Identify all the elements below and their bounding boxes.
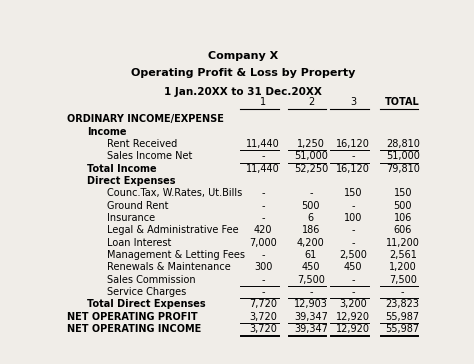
Text: 28,810: 28,810 xyxy=(386,139,419,149)
Text: 51,000: 51,000 xyxy=(294,151,328,161)
Text: 106: 106 xyxy=(393,213,412,223)
Text: 6: 6 xyxy=(308,213,314,223)
Text: -: - xyxy=(351,238,355,248)
Text: 2,561: 2,561 xyxy=(389,250,417,260)
Text: Insurance: Insurance xyxy=(107,213,155,223)
Text: Total Income: Total Income xyxy=(87,164,156,174)
Text: Sales Commission: Sales Commission xyxy=(107,275,196,285)
Text: 500: 500 xyxy=(301,201,320,211)
Text: 16,120: 16,120 xyxy=(336,164,370,174)
Text: Income: Income xyxy=(87,127,126,137)
Text: -: - xyxy=(351,287,355,297)
Text: 3,720: 3,720 xyxy=(249,312,277,322)
Text: -: - xyxy=(261,275,265,285)
Text: NET OPERATING PROFIT: NET OPERATING PROFIT xyxy=(66,312,197,322)
Text: 606: 606 xyxy=(393,225,412,236)
Text: Operating Profit & Loss by Property: Operating Profit & Loss by Property xyxy=(131,67,355,78)
Text: 3,720: 3,720 xyxy=(249,324,277,334)
Text: Renewals & Maintenance: Renewals & Maintenance xyxy=(107,262,231,272)
Text: 3: 3 xyxy=(350,97,356,107)
Text: Loan Interest: Loan Interest xyxy=(107,238,172,248)
Text: Service Charges: Service Charges xyxy=(107,287,186,297)
Text: 2: 2 xyxy=(308,97,314,107)
Text: -: - xyxy=(261,201,265,211)
Text: 51,000: 51,000 xyxy=(386,151,419,161)
Text: 1,250: 1,250 xyxy=(297,139,325,149)
Text: 11,200: 11,200 xyxy=(386,238,419,248)
Text: 11,440: 11,440 xyxy=(246,139,280,149)
Text: -: - xyxy=(261,287,265,297)
Text: 39,347: 39,347 xyxy=(294,324,328,334)
Text: ORDINARY INCOME/EXPENSE: ORDINARY INCOME/EXPENSE xyxy=(66,114,223,124)
Text: 12,920: 12,920 xyxy=(336,324,370,334)
Text: 4,200: 4,200 xyxy=(297,238,325,248)
Text: 150: 150 xyxy=(393,188,412,198)
Text: Company X: Company X xyxy=(208,51,278,61)
Text: 450: 450 xyxy=(344,262,363,272)
Text: -: - xyxy=(351,225,355,236)
Text: Management & Letting Fees: Management & Letting Fees xyxy=(107,250,245,260)
Text: 16,120: 16,120 xyxy=(336,139,370,149)
Text: Ground Rent: Ground Rent xyxy=(107,201,168,211)
Text: 23,823: 23,823 xyxy=(386,299,419,309)
Text: 3,200: 3,200 xyxy=(339,299,367,309)
Text: 39,347: 39,347 xyxy=(294,312,328,322)
Text: 150: 150 xyxy=(344,188,363,198)
Text: 79,810: 79,810 xyxy=(386,164,419,174)
Text: -: - xyxy=(351,151,355,161)
Text: -: - xyxy=(351,201,355,211)
Text: 500: 500 xyxy=(393,201,412,211)
Text: 2,500: 2,500 xyxy=(339,250,367,260)
Text: 186: 186 xyxy=(301,225,320,236)
Text: Direct Expenses: Direct Expenses xyxy=(87,176,175,186)
Text: TOTAL: TOTAL xyxy=(385,97,420,107)
Text: 100: 100 xyxy=(344,213,362,223)
Text: Counc.Tax, W.Rates, Ut.Bills: Counc.Tax, W.Rates, Ut.Bills xyxy=(107,188,242,198)
Text: 1: 1 xyxy=(260,97,266,107)
Text: -: - xyxy=(261,151,265,161)
Text: 7,000: 7,000 xyxy=(249,238,277,248)
Text: 450: 450 xyxy=(301,262,320,272)
Text: Legal & Administrative Fee: Legal & Administrative Fee xyxy=(107,225,238,236)
Text: -: - xyxy=(261,250,265,260)
Text: -: - xyxy=(309,188,313,198)
Text: Sales Income Net: Sales Income Net xyxy=(107,151,192,161)
Text: 7,720: 7,720 xyxy=(249,299,277,309)
Text: 1,200: 1,200 xyxy=(389,262,417,272)
Text: 52,250: 52,250 xyxy=(294,164,328,174)
Text: -: - xyxy=(261,213,265,223)
Text: -: - xyxy=(401,287,404,297)
Text: -: - xyxy=(309,287,313,297)
Text: -: - xyxy=(261,188,265,198)
Text: -: - xyxy=(351,275,355,285)
Text: Total Direct Expenses: Total Direct Expenses xyxy=(87,299,205,309)
Text: 420: 420 xyxy=(254,225,273,236)
Text: 1 Jan.20XX to 31 Dec.20XX: 1 Jan.20XX to 31 Dec.20XX xyxy=(164,87,322,97)
Text: 12,920: 12,920 xyxy=(336,312,370,322)
Text: 55,987: 55,987 xyxy=(386,312,420,322)
Text: 12,903: 12,903 xyxy=(294,299,328,309)
Text: 55,987: 55,987 xyxy=(386,324,420,334)
Text: 300: 300 xyxy=(254,262,273,272)
Text: 61: 61 xyxy=(305,250,317,260)
Text: NET OPERATING INCOME: NET OPERATING INCOME xyxy=(66,324,201,334)
Text: 11,440: 11,440 xyxy=(246,164,280,174)
Text: 7,500: 7,500 xyxy=(297,275,325,285)
Text: 7,500: 7,500 xyxy=(389,275,417,285)
Text: Rent Received: Rent Received xyxy=(107,139,177,149)
